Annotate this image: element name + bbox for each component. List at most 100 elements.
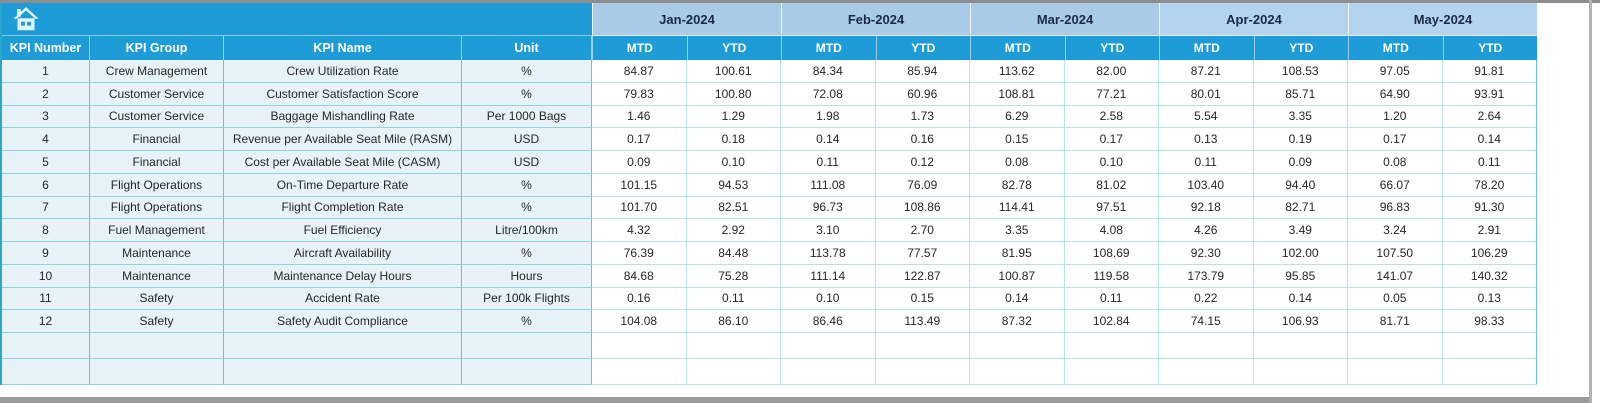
value-cell: 107.50 (1348, 242, 1443, 265)
value-cell: 94.53 (686, 173, 781, 197)
home-icon[interactable] (11, 4, 41, 34)
value-cell: 78.20 (1442, 173, 1537, 197)
value-cell: 64.90 (1348, 82, 1443, 106)
unit-cell: Hours (462, 264, 592, 288)
value-cell: 84.48 (686, 242, 781, 265)
month-header-feb-2024: Feb-2024 (781, 3, 970, 36)
value-cell: 0.09 (1253, 151, 1348, 174)
value-cell: 79.83 (592, 82, 687, 106)
value-cell (970, 333, 1065, 359)
value-cell (686, 359, 781, 385)
value-cell: 80.01 (1159, 82, 1254, 106)
column-header-kpi-number: KPI Number (2, 36, 90, 60)
value-cell: 0.11 (1064, 287, 1159, 311)
value-cell (592, 359, 687, 385)
kpi-number-cell: 3 (2, 105, 90, 129)
value-cell: 3.35 (1253, 105, 1348, 129)
value-cell: 111.14 (781, 264, 876, 288)
value-cell: 2.92 (686, 219, 781, 242)
unit-cell (462, 359, 592, 385)
kpi-number-cell: 1 (2, 60, 90, 83)
value-cell: 85.71 (1253, 82, 1348, 106)
value-cell: 1.29 (686, 105, 781, 129)
month-header-jan-2024: Jan-2024 (592, 3, 781, 36)
value-cell: 100.87 (970, 264, 1065, 288)
window-bottom-edge (0, 397, 1592, 403)
value-cell: 3.24 (1348, 219, 1443, 242)
value-cell: 111.08 (781, 173, 876, 197)
value-cell: 96.83 (1348, 196, 1443, 220)
kpi-number-cell (2, 359, 90, 385)
value-cell: 98.33 (1442, 310, 1537, 333)
value-cell (781, 359, 876, 385)
value-cell: 106.29 (1442, 242, 1537, 265)
unit-cell: USD (462, 128, 592, 151)
value-cell: 141.07 (1348, 264, 1443, 288)
value-cell: 0.11 (686, 287, 781, 311)
value-cell: 0.10 (686, 151, 781, 174)
value-cell: 3.10 (781, 219, 876, 242)
kpi-group-cell: Financial (90, 151, 224, 174)
kpi-name-cell: Flight Completion Rate (224, 196, 462, 220)
month-header-apr-2024: Apr-2024 (1159, 3, 1348, 36)
value-cell: 0.09 (592, 151, 687, 174)
value-cell: 140.32 (1442, 264, 1537, 288)
value-cell: 0.17 (1064, 128, 1159, 151)
value-cell (1064, 359, 1159, 385)
kpi-name-cell: Aircraft Availability (224, 242, 462, 265)
kpi-number-cell: 7 (2, 196, 90, 220)
unit-cell: USD (462, 151, 592, 174)
value-cell: 103.40 (1159, 173, 1254, 197)
value-cell (1348, 333, 1443, 359)
unit-cell: Per 1000 Bags (462, 105, 592, 129)
column-header-unit: Unit (462, 36, 592, 60)
value-cell: 108.69 (1064, 242, 1159, 265)
kpi-number-cell: 4 (2, 128, 90, 151)
value-cell: 66.07 (1348, 173, 1443, 197)
kpi-group-cell: Safety (90, 287, 224, 311)
kpi-group-cell: Flight Operations (90, 196, 224, 220)
value-cell: 108.53 (1253, 60, 1348, 83)
kpi-name-cell: Safety Audit Compliance (224, 310, 462, 333)
kpi-group-cell: Customer Service (90, 105, 224, 129)
value-cell: 100.61 (686, 60, 781, 83)
value-cell (781, 333, 876, 359)
value-cell: 84.34 (781, 60, 876, 83)
month-header-mar-2024: Mar-2024 (970, 3, 1159, 36)
value-cell: 2.58 (1064, 105, 1159, 129)
value-cell: 77.57 (875, 242, 970, 265)
kpi-group-cell: Safety (90, 310, 224, 333)
kpi-name-cell: Baggage Mishandling Rate (224, 105, 462, 129)
table-corner-header (2, 3, 592, 36)
value-cell: 4.26 (1159, 219, 1254, 242)
unit-cell: % (462, 196, 592, 220)
month-header-may-2024: May-2024 (1348, 3, 1537, 36)
value-cell: 2.64 (1442, 105, 1537, 129)
value-cell: 82.51 (686, 196, 781, 220)
value-cell: 97.05 (1348, 60, 1443, 83)
value-cell: 91.81 (1442, 60, 1537, 83)
unit-cell: Litre/100km (462, 219, 592, 242)
period-header-mtd: MTD (1348, 36, 1443, 60)
kpi-number-cell: 6 (2, 173, 90, 197)
value-cell: 1.98 (781, 105, 876, 129)
column-header-kpi-name: KPI Name (224, 36, 462, 60)
kpi-group-cell (90, 359, 224, 385)
value-cell: 1.20 (1348, 105, 1443, 129)
kpi-number-cell (2, 333, 90, 359)
unit-cell: % (462, 310, 592, 333)
value-cell: 87.21 (1159, 60, 1254, 83)
kpi-table: Jan-2024 Feb-2024 Mar-2024 Apr-2024 May-2024… (0, 3, 1537, 385)
kpi-group-cell (90, 333, 224, 359)
value-cell: 0.11 (1442, 151, 1537, 174)
value-cell: 0.15 (970, 128, 1065, 151)
value-cell: 96.73 (781, 196, 876, 220)
value-cell: 0.10 (1064, 151, 1159, 174)
value-cell: 85.94 (875, 60, 970, 83)
value-cell: 113.49 (875, 310, 970, 333)
kpi-group-cell: Maintenance (90, 264, 224, 288)
value-cell (875, 359, 970, 385)
value-cell: 1.46 (592, 105, 687, 129)
value-cell: 95.85 (1253, 264, 1348, 288)
value-cell: 101.15 (592, 173, 687, 197)
